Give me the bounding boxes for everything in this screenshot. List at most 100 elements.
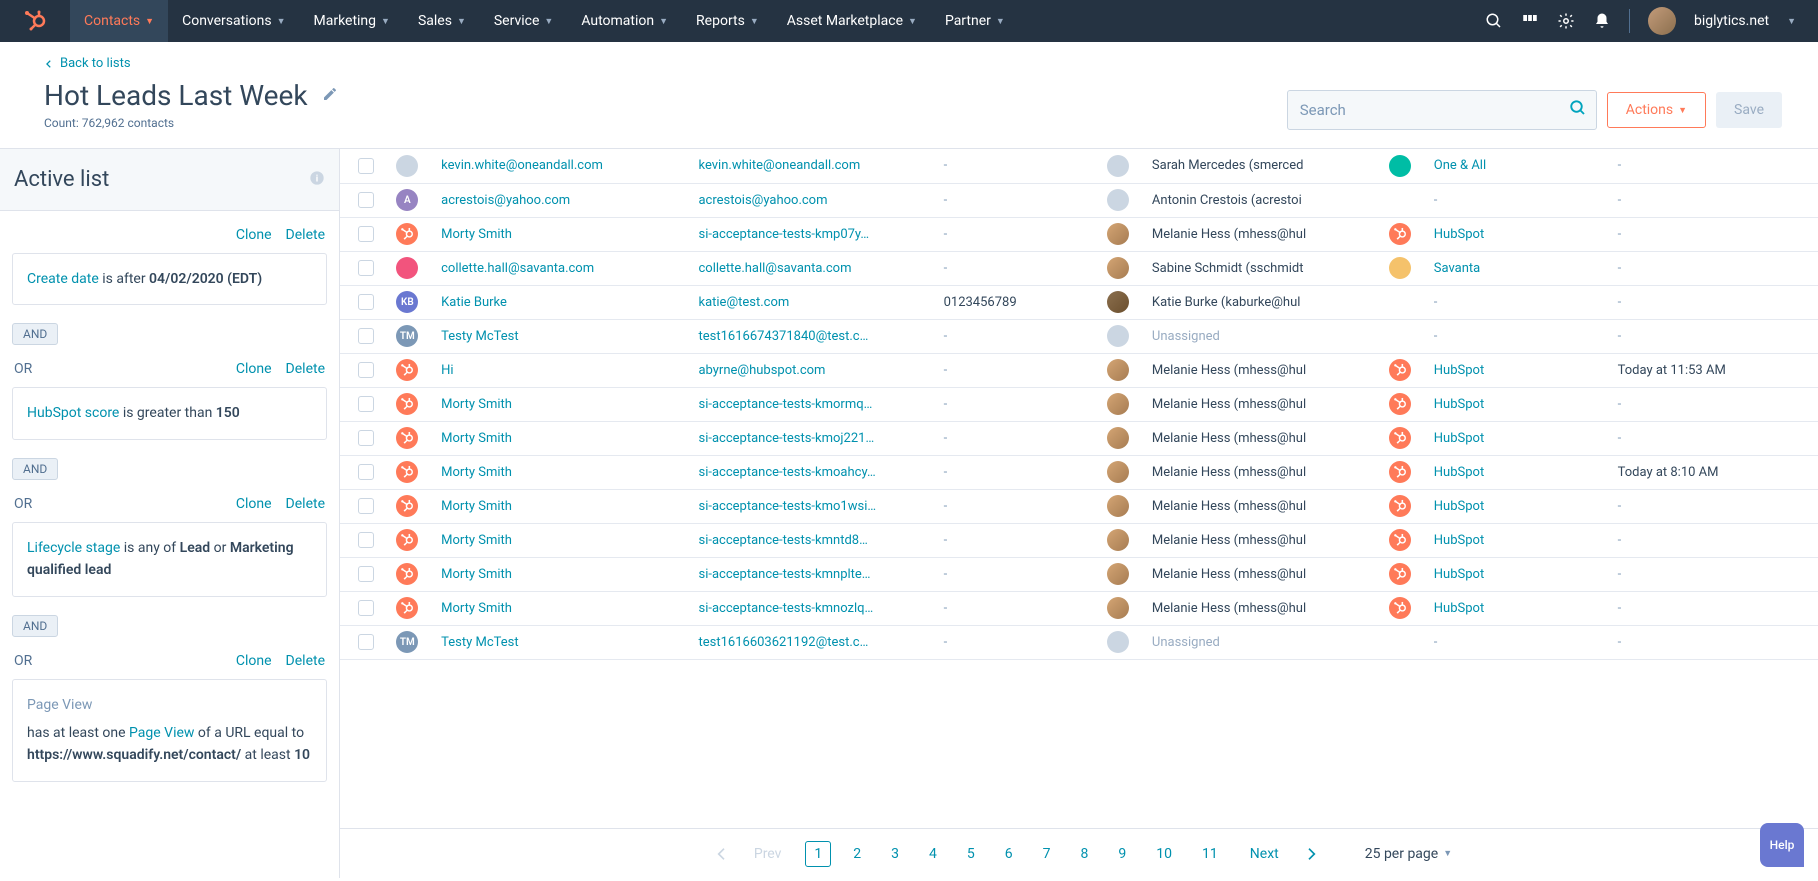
- and-chip[interactable]: AND: [12, 615, 58, 637]
- name-cell[interactable]: Testy McTest: [433, 625, 690, 659]
- gear-icon[interactable]: [1557, 12, 1575, 30]
- table-row[interactable]: Morty Smithsi-acceptance-tests-kmnozlq…-…: [340, 591, 1818, 625]
- row-checkbox[interactable]: [358, 328, 374, 344]
- name-cell[interactable]: collette.hall@savanta.com: [433, 251, 690, 285]
- email-cell[interactable]: si-acceptance-tests-kmo1wsi…: [690, 489, 935, 523]
- email-cell[interactable]: si-acceptance-tests-kmormq…: [690, 387, 935, 421]
- page-2[interactable]: 2: [845, 842, 869, 866]
- filter-card[interactable]: Page Viewhas at least one Page View of a…: [12, 679, 327, 782]
- table-row[interactable]: kevin.white@oneandall.comkevin.white@one…: [340, 149, 1818, 183]
- page-4[interactable]: 4: [921, 842, 945, 866]
- actions-button[interactable]: Actions▼: [1607, 92, 1706, 128]
- account-name[interactable]: biglytics.net: [1694, 13, 1769, 29]
- company-cell[interactable]: HubSpot: [1426, 353, 1610, 387]
- page-8[interactable]: 8: [1073, 842, 1097, 866]
- nav-item-asset-marketplace[interactable]: Asset Marketplace▼: [773, 0, 931, 42]
- user-avatar[interactable]: [1648, 7, 1676, 35]
- nav-item-reports[interactable]: Reports▼: [682, 0, 773, 42]
- page-10[interactable]: 10: [1148, 842, 1180, 866]
- nav-item-service[interactable]: Service▼: [480, 0, 567, 42]
- nav-item-automation[interactable]: Automation▼: [567, 0, 682, 42]
- and-chip[interactable]: AND: [12, 458, 58, 480]
- company-cell[interactable]: HubSpot: [1426, 489, 1610, 523]
- company-cell[interactable]: -: [1426, 285, 1610, 319]
- company-cell[interactable]: Savanta: [1426, 251, 1610, 285]
- email-cell[interactable]: si-acceptance-tests-kmoahcy…: [690, 455, 935, 489]
- save-button[interactable]: Save: [1716, 92, 1782, 128]
- next-button[interactable]: Next: [1242, 842, 1287, 866]
- page-9[interactable]: 9: [1110, 842, 1134, 866]
- row-checkbox[interactable]: [358, 566, 374, 582]
- company-cell[interactable]: HubSpot: [1426, 387, 1610, 421]
- page-7[interactable]: 7: [1035, 842, 1059, 866]
- back-to-lists-link[interactable]: Back to lists: [44, 56, 338, 71]
- nav-item-marketing[interactable]: Marketing▼: [299, 0, 403, 42]
- prev-chevron-icon[interactable]: [706, 842, 738, 866]
- name-cell[interactable]: Morty Smith: [433, 421, 690, 455]
- name-cell[interactable]: Morty Smith: [433, 557, 690, 591]
- email-cell[interactable]: si-acceptance-tests-kmoj221…: [690, 421, 935, 455]
- name-cell[interactable]: Morty Smith: [433, 489, 690, 523]
- table-row[interactable]: TMTesty McTesttest1616674371840@test.c…-…: [340, 319, 1818, 353]
- clone-link[interactable]: Clone: [236, 361, 272, 377]
- nav-item-contacts[interactable]: Contacts▼: [70, 0, 168, 42]
- email-cell[interactable]: si-acceptance-tests-kmntd8…: [690, 523, 935, 557]
- page-3[interactable]: 3: [883, 842, 907, 866]
- row-checkbox[interactable]: [358, 430, 374, 446]
- page-1[interactable]: 1: [805, 841, 831, 867]
- name-cell[interactable]: acrestois@yahoo.com: [433, 183, 690, 217]
- delete-link[interactable]: Delete: [286, 361, 325, 377]
- row-checkbox[interactable]: [358, 294, 374, 310]
- name-cell[interactable]: kevin.white@oneandall.com: [433, 149, 690, 183]
- company-cell[interactable]: One & All: [1426, 149, 1610, 183]
- search-input[interactable]: [1287, 90, 1597, 130]
- company-cell[interactable]: HubSpot: [1426, 591, 1610, 625]
- row-checkbox[interactable]: [358, 260, 374, 276]
- row-checkbox[interactable]: [358, 532, 374, 548]
- page-5[interactable]: 5: [959, 842, 983, 866]
- company-cell[interactable]: HubSpot: [1426, 217, 1610, 251]
- email-cell[interactable]: acrestois@yahoo.com: [690, 183, 935, 217]
- table-row[interactable]: Morty Smithsi-acceptance-tests-kmnplte…-…: [340, 557, 1818, 591]
- table-row[interactable]: Morty Smithsi-acceptance-tests-kmo1wsi…-…: [340, 489, 1818, 523]
- nav-item-partner[interactable]: Partner▼: [931, 0, 1019, 42]
- name-cell[interactable]: Morty Smith: [433, 217, 690, 251]
- row-checkbox[interactable]: [358, 498, 374, 514]
- delete-link[interactable]: Delete: [286, 227, 325, 243]
- name-cell[interactable]: Morty Smith: [433, 387, 690, 421]
- row-checkbox[interactable]: [358, 158, 374, 174]
- table-row[interactable]: KBKatie Burkekatie@test.com0123456789Kat…: [340, 285, 1818, 319]
- delete-link[interactable]: Delete: [286, 653, 325, 669]
- name-cell[interactable]: Morty Smith: [433, 591, 690, 625]
- bell-icon[interactable]: [1593, 12, 1611, 30]
- email-cell[interactable]: collette.hall@savanta.com: [690, 251, 935, 285]
- marketplace-icon[interactable]: [1521, 12, 1539, 30]
- name-cell[interactable]: Morty Smith: [433, 455, 690, 489]
- info-icon[interactable]: i: [309, 170, 325, 190]
- row-checkbox[interactable]: [358, 362, 374, 378]
- company-cell[interactable]: -: [1426, 183, 1610, 217]
- email-cell[interactable]: test1616603621192@test.c…: [690, 625, 935, 659]
- email-cell[interactable]: kevin.white@oneandall.com: [690, 149, 935, 183]
- and-chip[interactable]: AND: [12, 323, 58, 345]
- company-cell[interactable]: -: [1426, 319, 1610, 353]
- next-chevron-icon[interactable]: [1295, 842, 1327, 866]
- row-checkbox[interactable]: [358, 600, 374, 616]
- company-cell[interactable]: -: [1426, 625, 1610, 659]
- email-cell[interactable]: si-acceptance-tests-kmnozlq…: [690, 591, 935, 625]
- name-cell[interactable]: Hi: [433, 353, 690, 387]
- delete-link[interactable]: Delete: [286, 496, 325, 512]
- prev-button[interactable]: Prev: [746, 842, 790, 866]
- search-icon[interactable]: [1485, 12, 1503, 30]
- row-checkbox[interactable]: [358, 226, 374, 242]
- page-11[interactable]: 11: [1194, 842, 1226, 866]
- row-checkbox[interactable]: [358, 192, 374, 208]
- company-cell[interactable]: HubSpot: [1426, 421, 1610, 455]
- clone-link[interactable]: Clone: [236, 227, 272, 243]
- per-page-selector[interactable]: 25 per page▼: [1365, 846, 1452, 862]
- email-cell[interactable]: si-acceptance-tests-kmnplte…: [690, 557, 935, 591]
- clone-link[interactable]: Clone: [236, 496, 272, 512]
- email-cell[interactable]: katie@test.com: [690, 285, 935, 319]
- name-cell[interactable]: Morty Smith: [433, 523, 690, 557]
- name-cell[interactable]: Katie Burke: [433, 285, 690, 319]
